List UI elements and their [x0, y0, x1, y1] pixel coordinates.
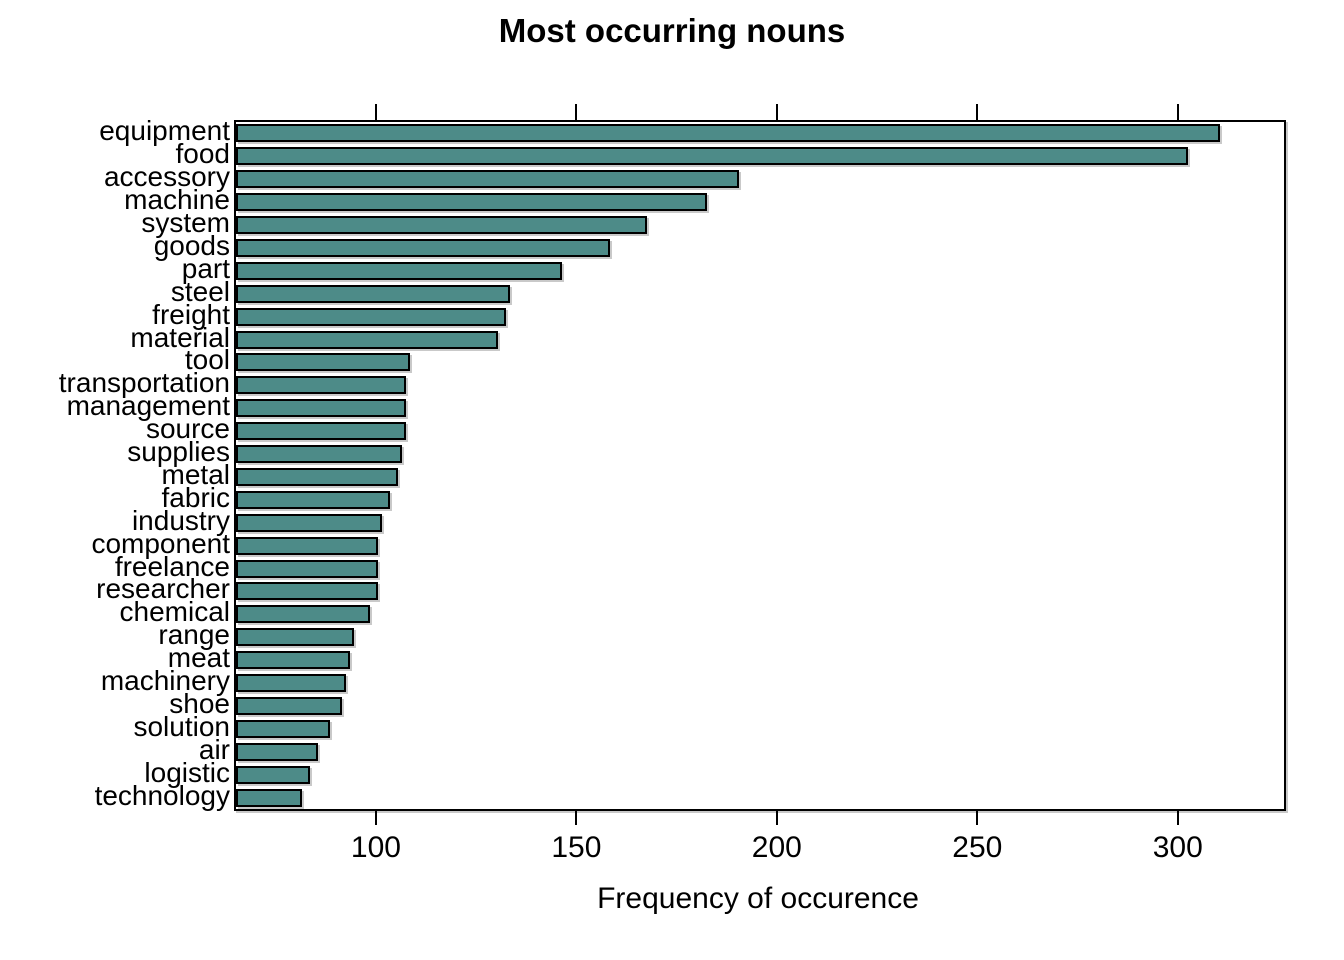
bar-equipment [236, 124, 1220, 143]
x-tick-label-200: 200 [751, 831, 802, 864]
y-label-range: range [158, 619, 230, 651]
bar-air [236, 742, 318, 761]
y-label-source: source [145, 413, 230, 445]
chart-title: Most occurring nouns [498, 12, 846, 49]
y-label-solution: solution [133, 710, 230, 742]
bar-machinery [236, 674, 346, 693]
y-label-technology: technology [94, 779, 230, 811]
bar-component [236, 536, 378, 555]
bar-tool [236, 353, 410, 372]
y-label-supplies: supplies [127, 436, 230, 468]
y-label-management: management [66, 390, 230, 422]
x-tick-label-250: 250 [952, 831, 1003, 864]
x-axis-title: Frequency of occurence [597, 882, 919, 915]
y-label-machine: machine [124, 184, 230, 216]
bar-shoe [236, 696, 342, 715]
x-tick-bottom-300 [1176, 809, 1179, 825]
bar-solution [236, 719, 330, 738]
y-label-shoe: shoe [169, 687, 230, 719]
bar-freelance [236, 559, 378, 578]
bar-supplies [236, 445, 402, 464]
bar-food [236, 147, 1188, 166]
bar-logistic [236, 765, 310, 784]
y-label-industry: industry [131, 504, 230, 536]
y-label-tool: tool [184, 344, 230, 376]
x-tick-top-100 [374, 104, 377, 120]
bar-range [236, 628, 354, 647]
y-label-fabric: fabric [161, 481, 230, 513]
y-label-system: system [141, 207, 230, 239]
x-tick-bottom-250 [976, 809, 979, 825]
x-tick-label-100: 100 [350, 831, 401, 864]
bar-meat [236, 651, 350, 670]
x-tick-bottom-200 [775, 809, 778, 825]
bar-source [236, 422, 406, 441]
y-label-metal: metal [161, 458, 230, 490]
x-tick-label-150: 150 [551, 831, 602, 864]
y-label-researcher: researcher [96, 573, 230, 605]
bar-metal [236, 467, 398, 486]
y-label-food: food [175, 138, 231, 170]
y-label-chemical: chemical [119, 596, 230, 628]
x-tick-label-300: 300 [1152, 831, 1203, 864]
bar-transportation [236, 376, 406, 395]
bar-chemical [236, 605, 370, 624]
y-label-material: material [130, 321, 230, 353]
bar-system [236, 216, 647, 235]
x-tick-bottom-100 [374, 809, 377, 825]
bar-management [236, 399, 406, 418]
bar-goods [236, 238, 611, 257]
x-tick-top-300 [1176, 104, 1179, 120]
bar-material [236, 330, 499, 349]
x-tick-top-200 [775, 104, 778, 120]
plot-area [234, 120, 1286, 811]
y-label-meat: meat [167, 642, 230, 674]
y-label-air: air [198, 733, 230, 765]
y-label-equipment: equipment [99, 115, 230, 147]
y-label-transportation: transportation [58, 367, 230, 399]
x-tick-top-150 [575, 104, 578, 120]
y-label-component: component [91, 527, 230, 559]
bar-freight [236, 307, 507, 326]
bar-researcher [236, 582, 378, 601]
y-label-part: part [181, 252, 230, 284]
bar-fabric [236, 490, 390, 509]
y-label-freelance: freelance [114, 550, 230, 582]
y-label-goods: goods [153, 229, 230, 261]
bar-part [236, 261, 563, 280]
y-label-accessory: accessory [103, 161, 230, 193]
bar-technology [236, 788, 302, 807]
y-label-machinery: machinery [100, 665, 230, 697]
x-tick-top-250 [976, 104, 979, 120]
y-label-steel: steel [170, 275, 230, 307]
bar-machine [236, 193, 707, 212]
x-tick-bottom-150 [575, 809, 578, 825]
bar-accessory [236, 170, 739, 189]
y-label-logistic: logistic [144, 756, 230, 788]
bar-steel [236, 284, 511, 303]
y-label-freight: freight [152, 298, 230, 330]
bar-industry [236, 513, 382, 532]
